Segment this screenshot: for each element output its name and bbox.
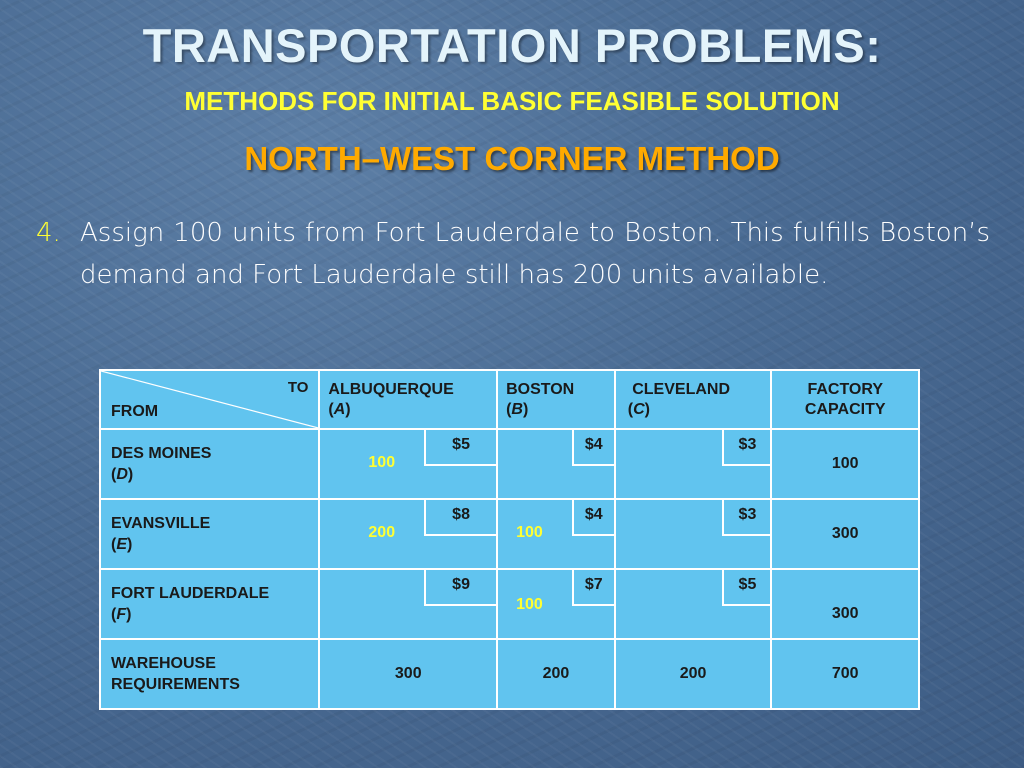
column-name: BOSTON — [506, 381, 575, 398]
column-code: C — [633, 401, 645, 418]
cell-e-a: $8 200 — [318, 498, 499, 570]
allocation-value: 200 — [368, 524, 396, 541]
requirements-label-line2: REQUIREMENTS — [111, 676, 240, 693]
row-name: FORT LAUDERDALE — [111, 585, 270, 602]
cell-d-c: $3 — [613, 428, 773, 500]
cell-f-b: $7 100 — [496, 568, 616, 640]
requirements-row: WAREHOUSE REQUIREMENTS 300 200 200 700 — [98, 638, 920, 710]
table-row: EVANSVILLE (E) $8 200 $4 100 $3 300 — [98, 498, 920, 570]
capacity-d: 100 — [770, 428, 920, 500]
requirement-a: 300 — [318, 638, 499, 710]
transportation-table: TO FROM ALBUQUERQUE (A) BOSTON (B) CLEVELA… — [98, 369, 920, 710]
cost-box: $4 — [571, 430, 614, 466]
row-name: DES MOINES — [111, 445, 212, 462]
cell-d-b: $4 — [496, 428, 616, 500]
header-row: TO FROM ALBUQUERQUE (A) BOSTON (B) CLEVELA… — [98, 369, 920, 430]
bullet-number: 4. — [36, 218, 61, 248]
column-code: B — [511, 401, 523, 418]
allocation-value: 100 — [516, 596, 543, 613]
requirements-label: WAREHOUSE REQUIREMENTS — [98, 638, 321, 710]
requirements-total: 700 — [770, 638, 920, 710]
cell-e-b: $4 100 — [496, 498, 616, 570]
row-label-evansville: EVANSVILLE (E) — [98, 498, 321, 570]
column-name: CLEVELAND — [632, 381, 730, 398]
cell-d-a: $5 100 — [318, 428, 499, 500]
capacity-header-line2: CAPACITY — [804, 401, 886, 418]
method-heading: NORTH–WEST CORNER METHOD — [244, 140, 780, 177]
column-code: A — [333, 401, 346, 418]
table-row: DES MOINES (D) $5 100 $4 $3 100 — [98, 428, 920, 500]
capacity-f: 300 — [770, 568, 920, 640]
column-header-cleveland: CLEVELAND (C) — [613, 369, 773, 430]
from-label: FROM — [111, 403, 159, 420]
row-code: F — [116, 606, 127, 623]
row-name: EVANSVILLE — [111, 515, 211, 532]
bullet-item: 4. Assign 100 units from Fort Lauderdale… — [36, 212, 990, 296]
cell-f-a: $9 — [318, 568, 499, 640]
cost-box: $3 — [722, 500, 771, 536]
cost-box: $8 — [424, 500, 497, 536]
slide-subtitle: METHODS FOR INITIAL BASIC FEASIBLE SOLUT… — [184, 86, 840, 116]
cost-box: $5 — [424, 430, 497, 466]
capacity-header-line1: FACTORY — [807, 381, 883, 398]
capacity-e: 300 — [770, 498, 920, 570]
column-header-boston: BOSTON (B) — [496, 369, 616, 430]
cell-e-c: $3 — [613, 498, 773, 570]
requirement-b: 200 — [496, 638, 616, 710]
allocation-value: 100 — [368, 454, 396, 471]
requirement-c: 200 — [613, 638, 773, 710]
table-row: FORT LAUDERDALE (F) $9 $7 100 $5 300 — [98, 568, 920, 640]
column-name: ALBUQUERQUE — [328, 381, 454, 398]
column-header-capacity: FACTORY CAPACITY — [770, 369, 920, 430]
requirements-label-line1: WAREHOUSE — [111, 655, 216, 672]
bullet-text: Assign 100 units from Fort Lauderdale to… — [80, 218, 990, 290]
allocation-value: 100 — [516, 524, 543, 541]
row-code: E — [116, 536, 127, 553]
cost-box: $3 — [722, 430, 771, 466]
cost-box: $9 — [424, 570, 497, 606]
cost-box: $5 — [722, 570, 771, 606]
corner-cell: TO FROM — [98, 369, 321, 430]
row-label-des-moines: DES MOINES (D) — [98, 428, 321, 500]
diagonal-line — [101, 371, 318, 428]
slide-title: TRANSPORTATION PROBLEMS: — [142, 19, 882, 72]
cost-box: $4 — [571, 500, 614, 536]
column-header-albuquerque: ALBUQUERQUE (A) — [318, 369, 499, 430]
cost-box: $7 — [571, 570, 614, 606]
row-code: D — [116, 466, 128, 483]
row-label-fort-lauderdale: FORT LAUDERDALE (F) — [98, 568, 321, 640]
to-label: TO — [287, 379, 309, 396]
cell-f-c: $5 — [613, 568, 773, 640]
